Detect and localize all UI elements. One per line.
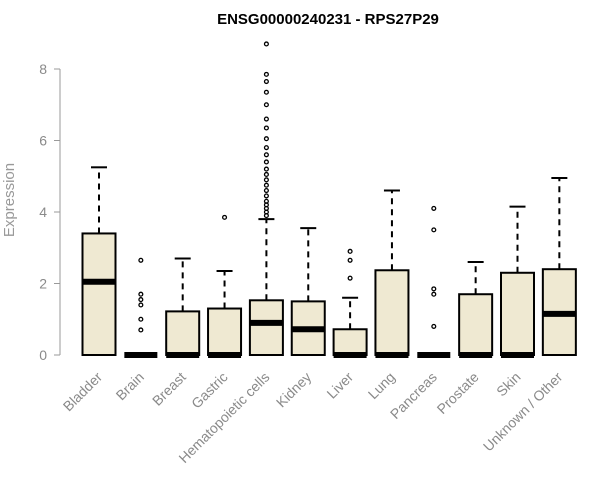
category-label-1: Brain [113, 369, 147, 403]
boxes [81, 41, 577, 358]
category-label-5: Kidney [273, 369, 315, 411]
outlier-5 [138, 257, 144, 263]
box-rect [500, 271, 535, 356]
chart-title: ENSG00000240231 - RPS27P29 [217, 11, 439, 28]
outlier-0 [222, 214, 228, 220]
outlier-13 [263, 145, 269, 151]
box-9 [458, 261, 494, 358]
box-2 [165, 257, 201, 358]
category-label-11: Unknown / Other [480, 369, 566, 455]
outlier-3 [431, 227, 437, 233]
outlier-21 [263, 41, 269, 47]
outlier-1 [431, 291, 437, 297]
category-label-0: Bladder [60, 369, 106, 415]
box-rect [81, 232, 117, 356]
box-10 [500, 205, 535, 358]
outlier-0 [347, 275, 353, 281]
outlier-18 [263, 89, 269, 95]
box-7 [374, 189, 410, 358]
outlier-4 [431, 205, 437, 211]
box-3 [207, 214, 243, 358]
outlier-8 [263, 177, 269, 183]
category-label-8: Pancreas [387, 369, 440, 422]
y-tick-label-1: 2 [39, 276, 47, 292]
category-label-2: Breast [149, 369, 189, 409]
outlier-4 [138, 291, 144, 297]
outlier-7 [263, 182, 269, 188]
outlier-4 [263, 198, 269, 204]
box-rect [248, 299, 284, 356]
box-rect [207, 307, 243, 356]
box-rect [332, 328, 368, 357]
outlier-14 [263, 136, 269, 142]
outlier-1 [138, 316, 144, 322]
category-label-10: Skin [493, 369, 524, 400]
outlier-0 [138, 327, 144, 333]
outlier-10 [263, 166, 269, 172]
outlier-2 [138, 302, 144, 308]
category-label-7: Lung [365, 369, 398, 402]
outlier-1 [347, 257, 353, 263]
y-axis: 0 2 4 6 8 [39, 61, 61, 363]
outlier-6 [263, 188, 269, 194]
outlier-20 [263, 71, 269, 77]
box-1 [124, 257, 158, 358]
box-0 [81, 166, 117, 356]
outlier-11 [263, 159, 269, 165]
box-5 [290, 227, 326, 356]
outlier-2 [347, 248, 353, 254]
box-8 [417, 205, 451, 358]
outlier-9 [263, 171, 269, 178]
y-tick-label-0: 0 [39, 347, 47, 363]
category-label-6: Liver [323, 369, 356, 402]
outlier-0 [431, 323, 437, 329]
box-rect [374, 269, 410, 356]
y-tick-label-3: 6 [39, 133, 47, 149]
box-11 [541, 177, 577, 357]
outlier-15 [263, 125, 269, 131]
box-rect [165, 310, 201, 357]
y-tick-label-4: 8 [39, 61, 47, 77]
outlier-12 [263, 152, 269, 158]
y-axis-label: Expression [1, 163, 18, 237]
outlier-3 [138, 297, 144, 303]
outlier-16 [263, 116, 269, 122]
outlier-17 [263, 102, 269, 108]
box-rect [458, 293, 494, 357]
outlier-5 [263, 193, 269, 199]
y-tick-label-2: 4 [39, 204, 47, 220]
box-6 [332, 248, 368, 358]
category-label-9: Prostate [434, 369, 482, 417]
box-4 [248, 41, 284, 356]
outlier-2 [431, 286, 437, 292]
outlier-19 [263, 78, 269, 85]
